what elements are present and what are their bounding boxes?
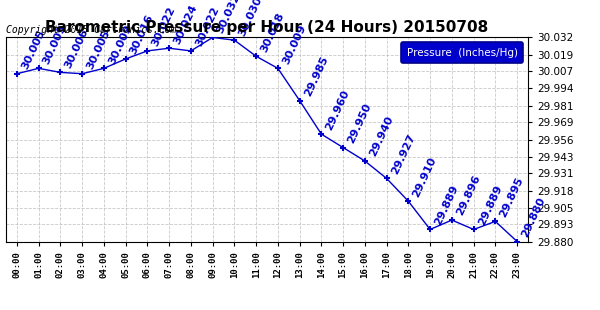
Text: 30.009: 30.009 <box>41 23 68 66</box>
Pressure  (Inches/Hg) <box>122 57 129 61</box>
Pressure  (Inches/Hg) <box>492 219 499 223</box>
Text: 29.895: 29.895 <box>498 175 526 219</box>
Pressure  (Inches/Hg) <box>253 54 260 58</box>
Pressure  (Inches/Hg) <box>296 99 303 102</box>
Text: 29.910: 29.910 <box>411 155 439 198</box>
Text: 30.024: 30.024 <box>172 2 199 46</box>
Text: 30.009: 30.009 <box>107 23 134 66</box>
Pressure  (Inches/Hg) <box>209 36 216 39</box>
Text: 30.005: 30.005 <box>20 28 47 71</box>
Pressure  (Inches/Hg) <box>79 72 86 76</box>
Text: 29.880: 29.880 <box>520 196 547 239</box>
Text: 30.005: 30.005 <box>85 28 112 71</box>
Pressure  (Inches/Hg) <box>274 66 281 70</box>
Title: Barometric Pressure per Hour (24 Hours) 20150708: Barometric Pressure per Hour (24 Hours) … <box>46 20 488 35</box>
Text: 30.030: 30.030 <box>237 0 264 38</box>
Pressure  (Inches/Hg) <box>514 240 521 243</box>
Pressure  (Inches/Hg) <box>57 70 64 74</box>
Text: 30.022: 30.022 <box>150 5 177 48</box>
Text: 30.022: 30.022 <box>194 5 221 48</box>
Pressure  (Inches/Hg) <box>13 72 20 76</box>
Text: 29.960: 29.960 <box>324 88 352 131</box>
Text: 30.009: 30.009 <box>281 23 308 66</box>
Pressure  (Inches/Hg) <box>427 228 434 231</box>
Pressure  (Inches/Hg) <box>100 66 107 70</box>
Text: 30.032: 30.032 <box>215 0 242 35</box>
Pressure  (Inches/Hg) <box>361 159 368 163</box>
Text: 30.006: 30.006 <box>63 27 90 70</box>
Text: Copyright 2015 Cartronics.com: Copyright 2015 Cartronics.com <box>6 25 176 35</box>
Text: 29.896: 29.896 <box>455 174 482 217</box>
Legend: Pressure  (Inches/Hg): Pressure (Inches/Hg) <box>401 42 523 63</box>
Line: Pressure  (Inches/Hg): Pressure (Inches/Hg) <box>13 34 521 245</box>
Pressure  (Inches/Hg) <box>470 228 477 231</box>
Pressure  (Inches/Hg) <box>340 146 347 149</box>
Pressure  (Inches/Hg) <box>35 66 42 70</box>
Text: 30.018: 30.018 <box>259 11 286 54</box>
Pressure  (Inches/Hg) <box>405 199 412 203</box>
Pressure  (Inches/Hg) <box>166 46 173 50</box>
Pressure  (Inches/Hg) <box>231 38 238 42</box>
Text: 30.016: 30.016 <box>128 13 155 56</box>
Text: 29.950: 29.950 <box>346 102 373 145</box>
Pressure  (Inches/Hg) <box>144 49 151 53</box>
Text: 29.889: 29.889 <box>476 183 504 227</box>
Text: 29.889: 29.889 <box>433 183 460 227</box>
Pressure  (Inches/Hg) <box>448 218 455 222</box>
Text: 29.927: 29.927 <box>389 132 417 176</box>
Pressure  (Inches/Hg) <box>318 132 325 136</box>
Text: 29.985: 29.985 <box>302 55 329 98</box>
Text: 29.940: 29.940 <box>368 115 395 158</box>
Pressure  (Inches/Hg) <box>187 49 194 53</box>
Pressure  (Inches/Hg) <box>383 177 390 180</box>
